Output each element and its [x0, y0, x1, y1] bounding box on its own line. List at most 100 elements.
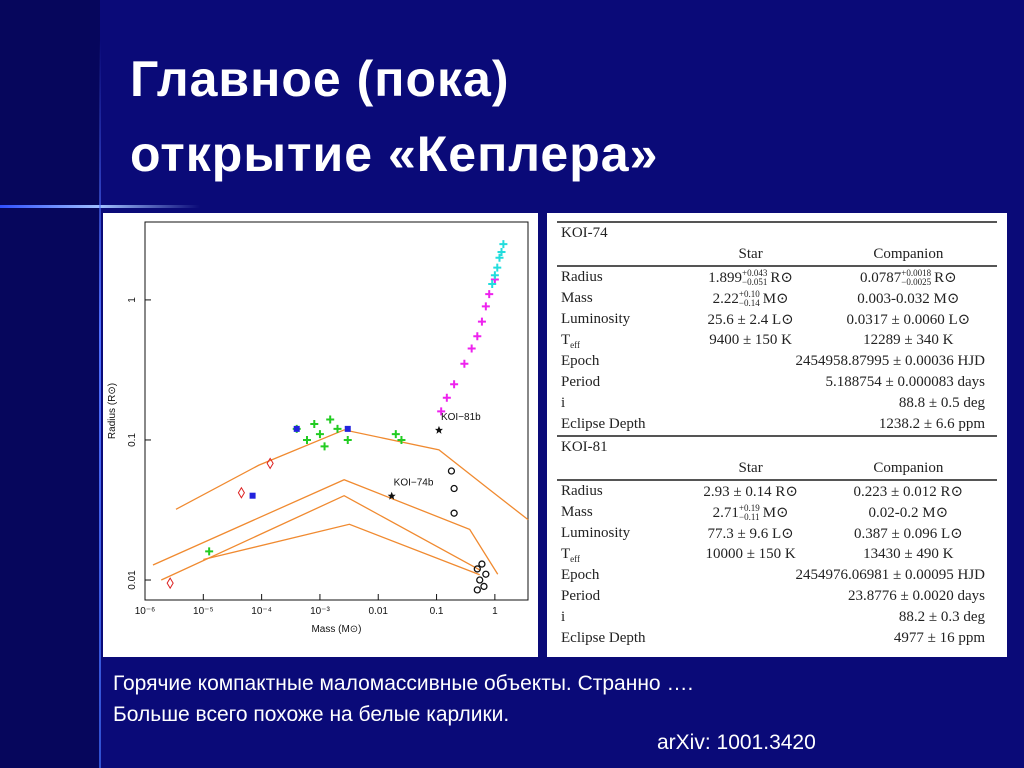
row-label: Mass [557, 502, 682, 523]
point [485, 290, 494, 299]
cell-text: Luminosity [561, 311, 631, 327]
x-tick-label: 10⁻³ [310, 606, 330, 617]
star-cell: 9400 ± 150 K [682, 330, 820, 351]
row-label: Luminosity [557, 523, 682, 544]
cell-text: Mass [561, 290, 593, 306]
point [499, 240, 508, 249]
point [343, 435, 352, 444]
model-curve [160, 494, 481, 581]
point [237, 486, 245, 499]
point [490, 271, 499, 280]
point [476, 576, 484, 584]
point [473, 586, 481, 594]
cell-text: 0.02-0.2 M⊙ [868, 505, 949, 521]
cell-text: 13430 ± 490 K [863, 546, 954, 562]
table-row: Teff 10000 ± 150 K 13430 ± 490 K [557, 544, 997, 565]
header-row: Star Companion [557, 458, 997, 481]
point [493, 263, 502, 272]
cell-value: 0.0787 [860, 269, 902, 286]
table-row: Luminosity 25.6 ± 2.4 L⊙ 0.0317 ± 0.0060 L… [557, 309, 997, 330]
header-cell [557, 244, 682, 267]
cell-text: Radius [561, 269, 603, 285]
x-axis-label: Mass (M⊙) [311, 624, 361, 635]
upper-error: +0.19 [738, 503, 760, 514]
cell-text: 10000 ± 150 K [705, 546, 796, 562]
chart: 10⁻⁶ 10⁻⁵ 10⁻⁴ 10⁻³ 0.01 0.1 1 0.01 0.1 1 Mass (M⊙… [107, 221, 529, 635]
header-cell [557, 458, 682, 481]
unit: R⊙ [934, 269, 957, 286]
uncertainty: +0.043 −0.051 [742, 269, 767, 287]
table-row: Eclipse Depth 1238.2 ± 6.6 ppm [557, 414, 997, 436]
lower-error: −0.11 [739, 512, 760, 523]
side-band [0, 0, 100, 768]
table-row: Epoch 2454958.87995 ± 0.00036 HJD [557, 351, 997, 372]
star-cell: 10000 ± 150 K [682, 544, 820, 565]
point [482, 570, 490, 578]
cell-value: 1.899 [708, 269, 743, 286]
header-cell: Star [681, 458, 820, 481]
point [249, 492, 256, 499]
point [467, 344, 476, 353]
cell-text: 1238.2 ± 6.6 ppm [878, 416, 985, 432]
companion-cell: 13430 ± 490 K [820, 544, 997, 565]
point [480, 582, 488, 591]
section-title: KOI-74 [557, 221, 997, 244]
companion-cell: 0.0787 +0.0018 −0.0025 R⊙ [820, 266, 997, 288]
point [481, 302, 490, 311]
section-row: KOI-74 [557, 221, 997, 244]
row-label: Mass [557, 288, 682, 309]
row-label: i [557, 607, 682, 628]
cell-text: 88.2 ± 0.3 deg [898, 609, 985, 625]
point [333, 424, 342, 433]
row-label: Teff [557, 544, 682, 565]
upper-error: +0.043 [742, 268, 768, 279]
point [434, 425, 443, 434]
cell-text: 0.0317 ± 0.0060 L⊙ [846, 312, 971, 328]
point [450, 380, 459, 389]
x-tick-label: 10⁻⁶ [135, 606, 156, 617]
row-label: Period [557, 372, 682, 393]
cell-value: 2.22 [712, 290, 739, 307]
star-cell: 2.71 +0.19 −0.11 M⊙ [682, 502, 820, 523]
point [473, 332, 482, 341]
row-label: Epoch [557, 565, 682, 586]
row-label: i [557, 393, 682, 414]
caption: Больше всего похоже на белые карлики. [113, 703, 510, 726]
point [478, 560, 486, 568]
point [302, 435, 311, 444]
table: KOI-74 Star Companion Radius 1.899 +0.043 −0.0… [557, 221, 997, 649]
unit: R⊙ [770, 269, 793, 286]
point [477, 317, 486, 326]
cell-value: T [561, 331, 571, 348]
caption: Горячие компактные маломассивные объекты… [113, 672, 694, 695]
table-row: Radius 2.93 ± 0.14 R⊙ 0.223 ± 0.012 R⊙ [557, 480, 997, 502]
table-row: Period 5.188754 ± 0.000083 days [557, 372, 997, 393]
x-tick-label: 1 [492, 606, 498, 617]
row-label: Teff [557, 330, 682, 351]
point [397, 435, 406, 444]
cell-text: Mass [561, 504, 593, 520]
row-label: Eclipse Depth [557, 414, 682, 436]
uncertainty: +0.19 −0.11 [739, 504, 760, 522]
lower-error: −0.14 [738, 298, 760, 309]
cell-text: 2454976.06981 ± 0.00095 HJD [795, 567, 986, 583]
cell-text: Epoch [561, 353, 600, 369]
companion-cell: 0.003-0.032 M⊙ [820, 288, 997, 309]
cell-text: Luminosity [561, 525, 631, 541]
point [387, 491, 396, 500]
star-cell: 2.93 ± 0.14 R⊙ [682, 480, 820, 502]
companion-cell: 0.223 ± 0.012 R⊙ [820, 480, 997, 502]
point [450, 509, 458, 517]
lower-error: −0.051 [742, 277, 768, 288]
title: Главное (пока) [130, 51, 510, 107]
point [166, 577, 174, 590]
cell-text: 2.93 ± 0.14 R⊙ [703, 484, 798, 500]
point [266, 457, 274, 470]
subscript: eff [570, 339, 580, 350]
table-row: Mass 2.71 +0.19 −0.11 M⊙ 0.02-0.2 M⊙ [557, 502, 997, 523]
cell-value: 2.71 [712, 504, 739, 521]
table-row: Luminosity 77.3 ± 9.6 L⊙ 0.387 ± 0.096 L⊙ [557, 523, 997, 544]
header-row: Star Companion [557, 244, 997, 267]
point [437, 407, 446, 416]
y-tick-label: 0.01 [127, 570, 138, 590]
